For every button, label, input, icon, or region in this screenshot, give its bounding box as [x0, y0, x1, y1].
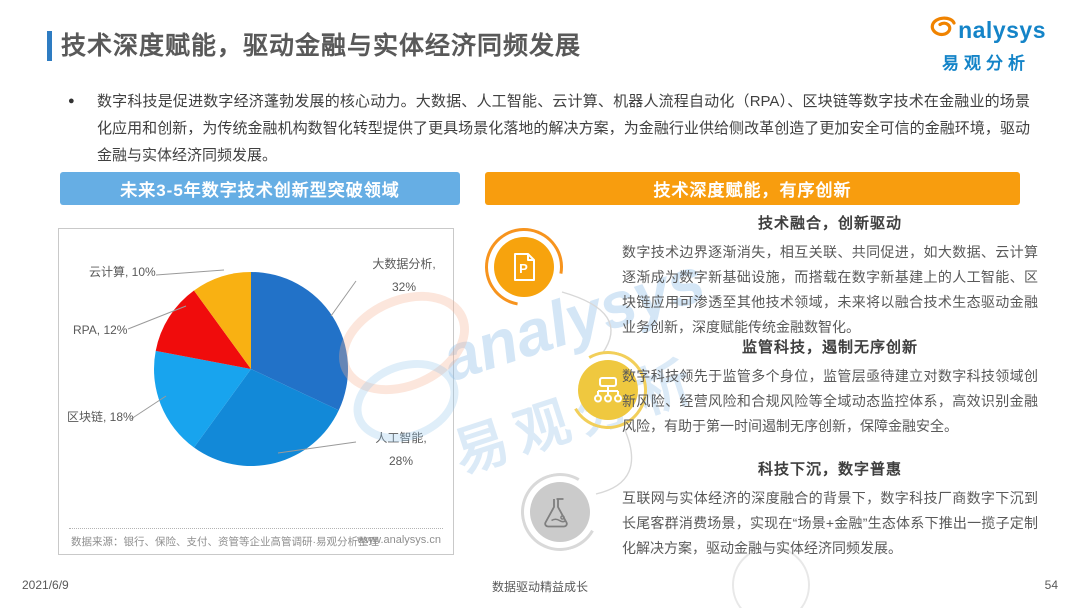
pie-label-rpa: RPA, 12% — [73, 323, 128, 337]
logo-brand-cn: 易观分析 — [942, 54, 1031, 73]
footer-page-number: 54 — [1044, 578, 1058, 592]
pie-label-ai: 人工智能, 28% — [351, 427, 451, 473]
section-tech-fusion: 技术融合，创新驱动 数字技术边界逐渐消失，相互关联、共同促进，如大数据、云计算逐… — [622, 212, 1038, 340]
right-panel-header: 技术深度赋能，有序创新 — [485, 172, 1020, 205]
source-note: 数据来源：银行、保险、支付、资管等企业高管调研·易观分析整理 — [71, 536, 379, 548]
title-accent-bar — [47, 31, 52, 61]
footer-slogan: 数据驱动精益成长 — [491, 580, 588, 594]
intro-text: 数字科技是促进数字经济蓬勃发展的核心动力。大数据、人工智能、云计算、机器人流程自… — [97, 93, 1030, 164]
section-inclusive-finance: 科技下沉，数字普惠 互联网与实体经济的深度融合的背景下，数字科技厂商数字下沉到长… — [622, 458, 1038, 561]
pie-slice-区块链 — [154, 350, 251, 448]
document-p-icon: P — [494, 237, 554, 297]
pie-label-cloud: 云计算, 10% — [89, 265, 156, 279]
left-panel-header: 未来3-5年数字技术创新型突破领域 — [60, 172, 460, 205]
pie-slice-人工智能 — [193, 369, 339, 466]
pie-slice-大数据分析 — [251, 272, 349, 411]
analysys-a-swirl-icon — [926, 14, 958, 47]
section-body: 数字科技领先于监管多个身位，监管层亟待建立对数字科技领域创新风险、经营风险和合规… — [622, 368, 1038, 434]
source-divider — [69, 528, 443, 529]
pie-label-bigdata-line2: 32% — [391, 280, 417, 294]
pie-slice-RPA — [155, 290, 251, 369]
badge-inclusive-finance — [512, 464, 608, 560]
pie-label-blockchain: 区块链, 18% — [67, 410, 134, 424]
analysys-logo: nalysys 易观分析 — [926, 14, 1046, 74]
svg-text:P: P — [519, 261, 528, 276]
page-title: 技术深度赋能，驱动金融与实体经济同频发展 — [61, 32, 582, 60]
footer-date: 2021/6/9 — [22, 578, 69, 592]
section-title: 科技下沉，数字普惠 — [757, 461, 902, 478]
pie-label-ai-line2: 28% — [388, 454, 414, 468]
badge-regtech — [560, 342, 656, 438]
pie-chart-panel: 云计算, 10% RPA, 12% 区块链, 18% 大数据分析, 32% 人工… — [58, 228, 454, 555]
badge-tech-fusion: P — [469, 212, 579, 322]
section-title: 技术融合，创新驱动 — [757, 215, 902, 232]
section-body: 数字技术边界逐渐消失，相互关联、共同促进，如大数据、云计算逐渐成为数字新基础设施… — [622, 244, 1038, 335]
pie-label-ai-line1: 人工智能, — [375, 431, 427, 445]
flowchart-icon — [578, 360, 638, 420]
pie-slice-云计算 — [193, 272, 251, 369]
section-title: 监管科技，遏制无序创新 — [741, 339, 918, 356]
pie-chart — [127, 269, 357, 466]
intro-paragraph: ● 数字科技是促进数字经济蓬勃发展的核心动力。大数据、人工智能、云计算、机器人流… — [68, 88, 1030, 169]
flask-icon — [530, 482, 590, 542]
bullet-dot: ● — [68, 95, 75, 107]
logo-brand-text: nalysys — [958, 17, 1046, 43]
section-regtech: 监管科技，遏制无序创新 数字科技领先于监管多个身位，监管层亟待建立对数字科技领域… — [622, 336, 1038, 439]
pie-leader-lines — [127, 269, 357, 454]
source-url: www.analysys.cn — [357, 534, 441, 546]
pie-label-bigdata: 大数据分析, 32% — [349, 253, 459, 299]
section-body: 互联网与实体经济的深度融合的背景下，数字科技厂商数字下沉到长尾客群消费场景，实现… — [622, 490, 1038, 556]
pie-label-bigdata-line1: 大数据分析, — [372, 257, 436, 271]
